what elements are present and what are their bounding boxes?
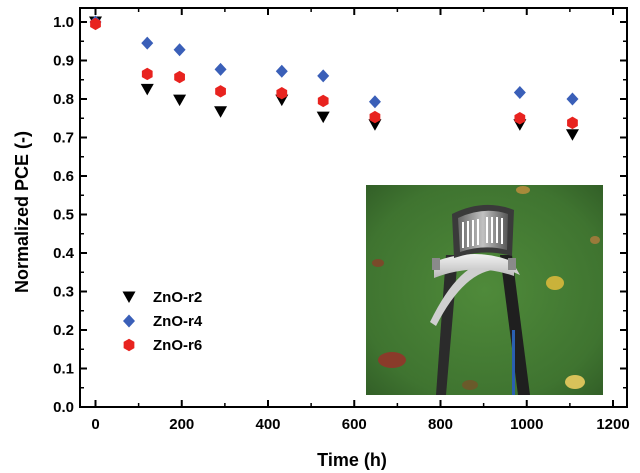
data-point (567, 116, 578, 130)
y-tick-label: 0.8 (53, 91, 74, 108)
data-point (90, 17, 101, 31)
y-axis-title: Normalized PCE (-) (12, 131, 32, 293)
y-tick-label: 0.3 (53, 284, 74, 301)
x-axis-title: Time (h) (317, 450, 387, 470)
series-zno-r6 (90, 17, 578, 130)
x-tick-labels: 0 200 400 600 800 1000 1200 (91, 416, 629, 433)
y-tick-label: 0.9 (53, 53, 74, 70)
data-point (214, 106, 228, 118)
axes (79, 7, 628, 408)
data-point (214, 62, 227, 76)
series-zno-r4 (89, 15, 579, 109)
data-point (173, 94, 187, 107)
data-point (215, 85, 226, 98)
data-point (173, 43, 186, 57)
y-tick-label: 0.2 (53, 322, 74, 339)
legend-label: ZnO-r4 (153, 313, 203, 330)
y-tick-label: 1.0 (53, 14, 74, 31)
legend-marker (123, 314, 135, 328)
data-point (316, 111, 330, 124)
y-tick-label: 0.7 (53, 130, 74, 147)
data-point (317, 94, 329, 108)
data-point (369, 110, 381, 124)
data-point (514, 112, 526, 125)
data-point (565, 129, 579, 141)
data-point (317, 69, 330, 83)
legend: ZnO-r2 ZnO-r4 ZnO-r6 (122, 289, 203, 354)
data-point (140, 83, 154, 96)
x-tick-label: 1000 (510, 416, 543, 433)
data-points (89, 15, 579, 141)
data-point (513, 85, 526, 99)
x-tick-label: 600 (342, 416, 367, 433)
x-tick-label: 0 (91, 416, 99, 433)
data-point (275, 64, 288, 78)
y-tick-label: 0.1 (53, 361, 74, 378)
data-point (276, 87, 288, 100)
data-point (566, 92, 579, 106)
legend-label: ZnO-r6 (153, 337, 202, 354)
data-point (368, 95, 381, 109)
legend-marker (122, 291, 136, 303)
y-tick-label: 0.5 (53, 207, 74, 224)
inset-photo (366, 185, 603, 395)
data-point (174, 70, 185, 84)
y-tick-labels: 0.0 0.1 0.2 0.3 0.4 0.5 0.6 0.7 0.8 0.9 1.0 (53, 14, 75, 416)
x-tick-label: 1200 (596, 416, 629, 433)
x-tick-label: 200 (169, 416, 194, 433)
legend-label: ZnO-r2 (153, 289, 202, 306)
legend-marker (123, 338, 135, 352)
data-point (141, 36, 154, 50)
y-tick-label: 0.4 (53, 245, 75, 262)
y-tick-label: 0.0 (53, 399, 74, 416)
series-zno-r2 (89, 16, 579, 141)
data-point (368, 119, 382, 131)
x-tick-label: 800 (428, 416, 453, 433)
data-point (141, 67, 153, 81)
y-tick-label: 0.6 (53, 168, 74, 185)
x-tick-label: 400 (255, 416, 280, 433)
